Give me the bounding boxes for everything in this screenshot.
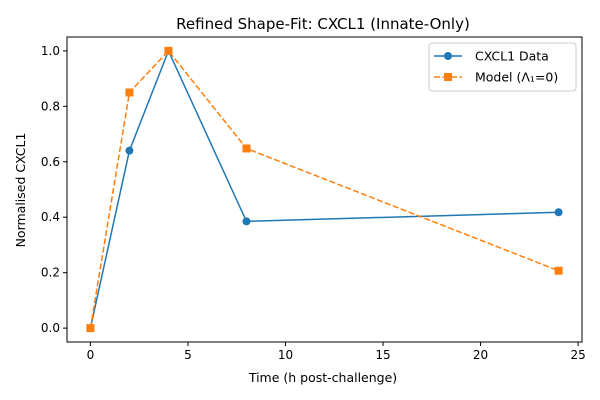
y-axis-label: Normalised CXCL1 [13,133,28,248]
x-tick-label: 0 [87,348,95,362]
x-tick-label: 25 [570,348,585,362]
x-axis: 0 5 10 15 20 25 [87,342,586,362]
legend: CXCL1 Data Model (Λ₁=0) [428,42,577,92]
x-tick-label: 15 [375,348,390,362]
plot-area [86,46,563,333]
series-2-point [125,88,134,97]
y-tick-label: 0.6 [41,155,60,169]
series-2-point [86,324,95,333]
chart-title: Refined Shape-Fit: CXCL1 (Innate-Only) [176,15,470,33]
series-2-point [164,46,173,55]
series-1-point [242,217,251,226]
series-line-2 [89,49,559,329]
y-tick-label: 0.8 [41,99,60,113]
series-2-point [554,266,563,275]
legend-box [428,42,577,92]
x-axis-label: Time (h post-challenge) [248,370,397,385]
legend-marker-1 [444,52,452,60]
series-line-1 [89,48,559,329]
y-tick-label: 0.4 [41,210,60,224]
x-tick-label: 5 [184,348,192,362]
y-tick-label: 0.0 [41,321,60,335]
series-1-point [554,208,563,217]
y-tick-label: 1.0 [41,44,60,58]
series-2-point [242,144,251,153]
legend-marker-2 [444,73,452,81]
x-tick-label: 20 [473,348,488,362]
y-axis: 0.0 0.2 0.4 0.6 0.8 1.0 [41,44,67,335]
series-1-point [125,146,134,155]
legend-label-2: Model (Λ₁=0) [475,70,558,85]
legend-label-1: CXCL1 Data [475,49,549,64]
plot-frame [66,36,583,343]
y-tick-label: 0.2 [41,266,60,280]
x-tick-label: 10 [278,348,293,362]
